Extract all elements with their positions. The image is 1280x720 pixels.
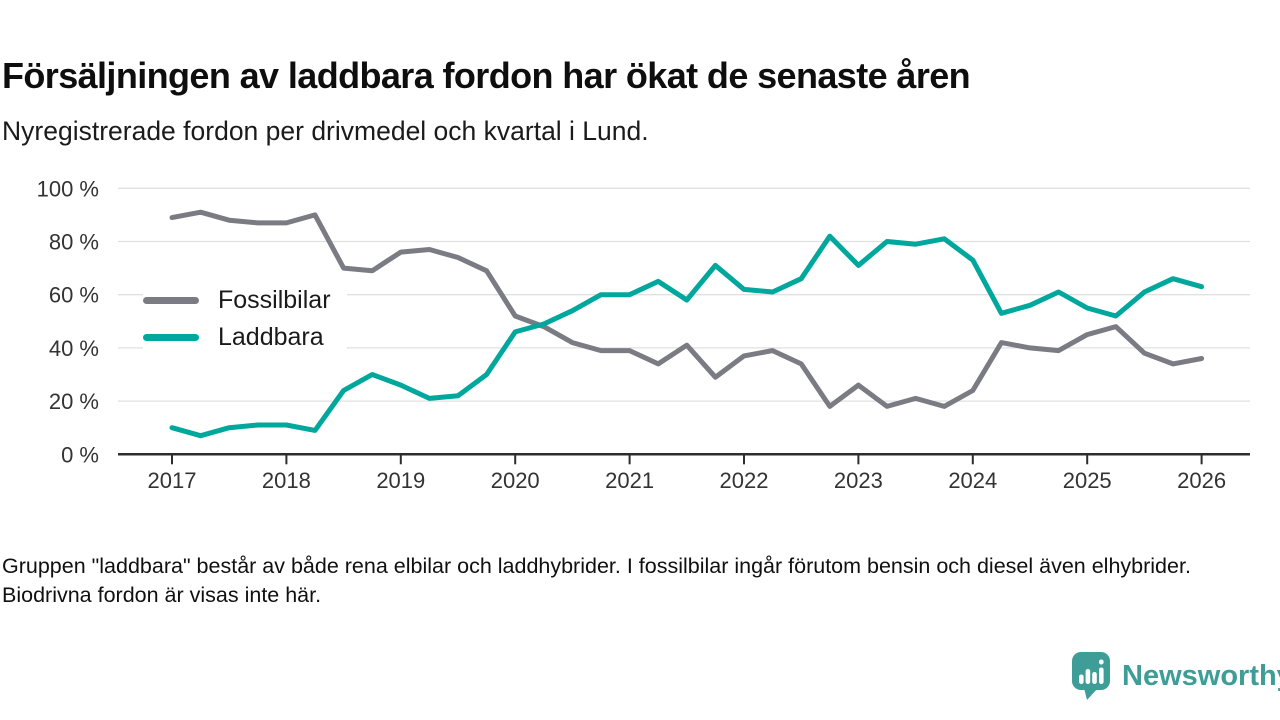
- y-tick-label: 60 %: [49, 283, 99, 308]
- x-tick-label: 2020: [491, 468, 540, 493]
- x-tick-label: 2018: [262, 468, 311, 493]
- brand-name: Newsworthy: [1122, 659, 1280, 692]
- y-tick-label: 0 %: [61, 442, 99, 467]
- laddbara-line-swatch: [143, 333, 199, 341]
- y-tick-label: 100 %: [37, 176, 99, 201]
- legend-label: Laddbara: [218, 322, 324, 351]
- chart-legend: Fossilbilar Laddbara: [143, 285, 347, 352]
- series-line-fossilbilar: [169, 209, 1205, 409]
- y-tick-label: 80 %: [49, 230, 99, 255]
- newsworthy-logo: Newsworthy: [1071, 650, 1280, 702]
- series-line-laddbara: [169, 233, 1205, 439]
- x-tick-label: 2021: [605, 468, 654, 493]
- y-tick-label: 40 %: [49, 336, 99, 361]
- x-tick-label: 2019: [376, 468, 425, 493]
- x-tick-label: 2024: [948, 468, 997, 493]
- legend-item-laddbara: Laddbara: [143, 322, 347, 352]
- y-tick-label: 20 %: [49, 389, 99, 414]
- fossilbilar-line-swatch: [143, 296, 199, 304]
- legend-label: Fossilbilar: [218, 285, 331, 314]
- page-title: Försäljningen av laddbara fordon har öka…: [2, 55, 971, 97]
- newsworthy-speech-bubble-bar-chart-icon: [1072, 652, 1110, 700]
- x-tick-label: 2017: [148, 468, 197, 493]
- x-tick-label: 2023: [834, 468, 883, 493]
- legend-item-fossilbilar: Fossilbilar: [143, 285, 347, 315]
- page-subtitle: Nyregistrerade fordon per drivmedel och …: [2, 116, 649, 146]
- chart-area: 0 % 20 % 40 % 60 % 80 % 100 % 2017 2018 2019 2020…: [0, 170, 1280, 510]
- x-tick-label: 2026: [1177, 468, 1226, 493]
- registrations-line-chart: 0 % 20 % 40 % 60 % 80 % 100 % 2017 2018 2019 2020…: [37, 176, 1250, 493]
- x-tick-label: 2022: [720, 468, 769, 493]
- x-tick-label: 2025: [1063, 468, 1112, 493]
- footnote: Gruppen "laddbara" består av både rena e…: [2, 554, 1191, 607]
